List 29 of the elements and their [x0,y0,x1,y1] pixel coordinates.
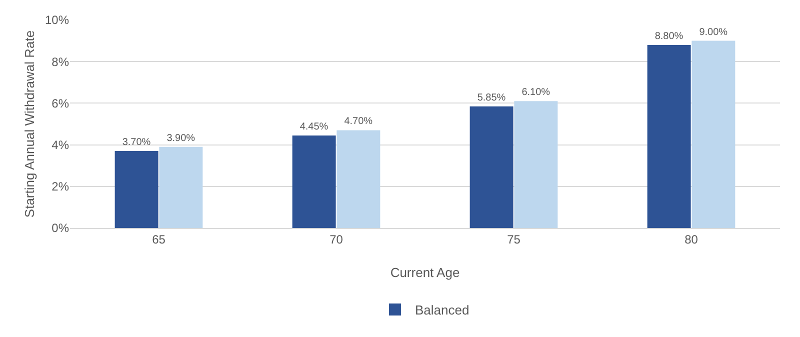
data-label: 6.10% [522,87,550,98]
data-label: 9.00% [699,26,728,38]
bar [692,40,736,228]
bar [159,146,203,228]
bar [647,44,691,228]
bar [336,130,380,228]
y-tick-label: 6% [52,96,70,110]
data-label: 4.70% [344,116,373,128]
y-axis-title: Starting Annual Withdrawal Rate [22,30,37,218]
x-tick-label: 70 [330,232,344,246]
bar [292,135,336,228]
data-label: 3.70% [122,137,151,148]
data-label: 3.90% [166,132,196,144]
x-tick-label: 80 [684,232,698,246]
y-tick-label: 8% [52,54,70,69]
bar [514,101,558,228]
y-tick-label: 2% [52,180,70,194]
bar [114,151,158,228]
data-label: 8.80% [654,30,684,42]
y-tick-label: 0% [52,221,70,236]
x-tick-label: 65 [152,232,166,246]
x-axis-title: Current Age [390,265,460,280]
y-tick-label: 10% [44,13,70,28]
y-tick-label: 4% [52,138,70,152]
data-label: 4.45% [300,121,328,132]
data-label: 5.85% [477,92,506,104]
legend-label: Balanced [415,302,470,318]
bar [470,106,514,228]
x-tick-label: 75 [507,232,521,246]
